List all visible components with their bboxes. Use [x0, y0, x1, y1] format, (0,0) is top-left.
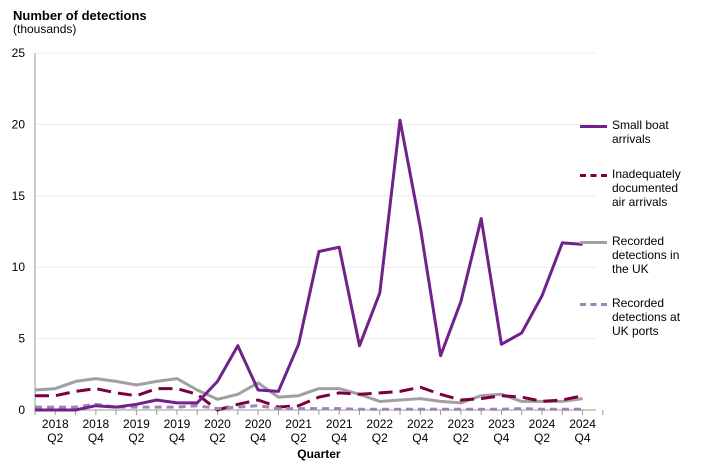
x-tick-label: Q4: [88, 431, 104, 445]
y-tick-label: 0: [18, 403, 25, 417]
x-tick-label: Q2: [372, 431, 388, 445]
x-tick-label: 2018: [42, 417, 69, 431]
x-tick-label: Q4: [575, 431, 591, 445]
x-tick-label: Q2: [47, 431, 63, 445]
legend-label-line: the UK: [612, 262, 649, 276]
legend-label-line: detections at: [612, 310, 681, 324]
x-tick-label: 2021: [285, 417, 312, 431]
x-tick-label: 2024: [569, 417, 596, 431]
legend-label-line: Small boat: [612, 118, 669, 132]
series-line-1: [35, 385, 583, 412]
legend-label-line: documented: [612, 181, 679, 195]
legend-label-line: UK ports: [612, 324, 659, 338]
legend-swatch: [580, 125, 607, 128]
chart-title: Number of detections: [13, 8, 147, 23]
x-tick-label: 2023: [488, 417, 515, 431]
y-tick-label: 20: [12, 117, 26, 131]
legend-swatch: [580, 241, 607, 244]
legend-label: Recorded detections at UK ports: [612, 296, 722, 338]
x-tick-label: Q2: [534, 431, 550, 445]
legend-label-line: arrivals: [612, 132, 651, 146]
x-tick-label: 2021: [326, 417, 353, 431]
x-axis-label: Quarter: [297, 447, 341, 461]
legend-label-line: Recorded: [612, 296, 665, 310]
x-tick-label: Q2: [453, 431, 469, 445]
x-tick-label: Q4: [412, 431, 428, 445]
x-tick-label: Q2: [291, 431, 307, 445]
legend-swatch: [580, 303, 607, 306]
series-line-0: [35, 118, 583, 412]
series-line-2: [34, 377, 583, 405]
chart-subtitle: (thousands): [13, 22, 77, 36]
legend-swatch: [580, 174, 607, 177]
x-tick-label: Q4: [169, 431, 185, 445]
legend-label-line: Recorded: [612, 234, 665, 248]
x-tick-label: 2019: [164, 417, 191, 431]
x-tick-label: 2024: [529, 417, 556, 431]
x-tick-label: 2023: [448, 417, 475, 431]
x-tick-label: 2022: [407, 417, 434, 431]
legend-label-line: detections in: [612, 248, 680, 262]
legend-label-line: Inadequately: [612, 167, 681, 181]
x-tick-label: 2022: [366, 417, 393, 431]
y-tick-label: 15: [12, 189, 26, 203]
y-tick-label: 5: [18, 332, 25, 346]
y-tick-label: 10: [12, 260, 26, 274]
x-tick-label: 2018: [82, 417, 109, 431]
x-tick-label: Q4: [493, 431, 509, 445]
x-tick-label: Q2: [128, 431, 144, 445]
x-tick-label: 2020: [204, 417, 231, 431]
legend-label-line: air arrivals: [612, 195, 668, 209]
x-tick-label: Q2: [210, 431, 226, 445]
legend-label: Small boat arrivals: [612, 118, 722, 146]
x-tick-label: Q4: [250, 431, 266, 445]
legend-label: Inadequately documented air arrivals: [612, 167, 722, 209]
x-tick-label: 2019: [123, 417, 150, 431]
x-tick-label: 2020: [245, 417, 272, 431]
y-tick-label: 25: [12, 46, 26, 60]
series-line-3: [35, 402, 583, 411]
x-tick-label: Q4: [331, 431, 347, 445]
legend-label: Recorded detections in the UK: [612, 234, 722, 276]
